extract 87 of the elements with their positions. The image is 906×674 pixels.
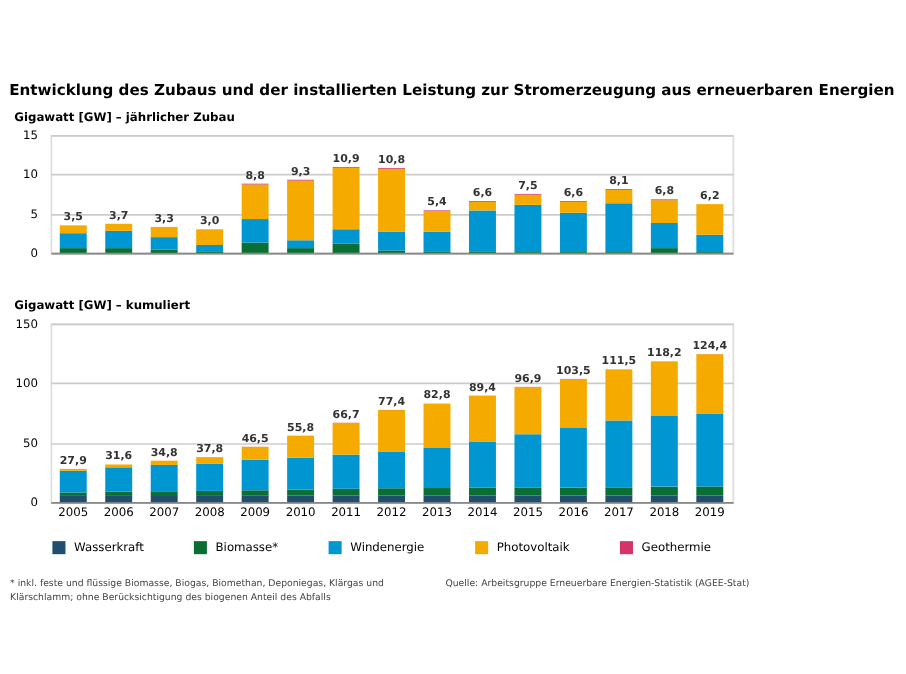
bar <box>196 490 224 496</box>
bar <box>105 495 133 503</box>
bar <box>150 464 178 492</box>
bar <box>559 495 587 503</box>
bar <box>241 490 269 496</box>
bar <box>605 420 633 488</box>
bar <box>332 167 360 230</box>
bar <box>650 361 678 417</box>
bar <box>696 354 724 414</box>
bar <box>469 395 496 442</box>
bar <box>423 488 451 496</box>
bar <box>605 369 633 421</box>
bar <box>469 441 496 488</box>
bar <box>287 457 315 490</box>
bar <box>559 379 587 429</box>
bar <box>650 200 678 223</box>
bar <box>469 495 496 503</box>
bar <box>241 459 269 491</box>
bar <box>514 495 542 503</box>
bar <box>105 230 133 249</box>
bar <box>150 237 178 250</box>
bar <box>650 222 678 249</box>
bar <box>59 233 87 249</box>
bar <box>332 229 360 244</box>
bar <box>241 495 269 503</box>
bar <box>514 487 542 496</box>
bar <box>559 201 587 213</box>
bar <box>696 486 724 496</box>
bar <box>423 211 451 232</box>
bar <box>559 428 587 488</box>
bar <box>423 231 451 252</box>
bar <box>559 212 587 253</box>
bar <box>605 203 633 253</box>
bar <box>469 487 496 496</box>
bar <box>287 435 315 458</box>
bar <box>696 413 724 487</box>
bar <box>59 470 87 493</box>
bar <box>696 204 724 235</box>
bar <box>423 403 451 448</box>
bar <box>332 454 360 489</box>
bar <box>150 496 178 503</box>
bar <box>650 416 678 487</box>
bar <box>196 244 224 252</box>
bar <box>150 491 178 497</box>
bar <box>59 495 87 503</box>
bar <box>378 410 406 452</box>
bar <box>332 243 360 253</box>
bar <box>378 168 406 232</box>
bar <box>605 487 633 496</box>
chart-title: Entwicklung des Zubaus und der installierten Leistung zur Stromerzeugung aus erneuerbaren Energien <box>9 81 895 100</box>
bar <box>150 226 178 238</box>
bar <box>105 223 133 231</box>
bar <box>514 194 542 205</box>
bar <box>696 234 724 253</box>
bar <box>514 386 542 435</box>
bar <box>469 201 496 211</box>
bar <box>469 210 496 252</box>
bar <box>332 422 360 455</box>
bar <box>423 495 451 503</box>
bar <box>241 219 269 243</box>
bar <box>696 495 724 503</box>
bar <box>332 488 360 496</box>
bar <box>59 225 87 234</box>
bar <box>196 457 224 464</box>
bar <box>287 240 315 249</box>
bar <box>605 189 633 204</box>
bar <box>241 242 269 253</box>
bar <box>241 446 269 460</box>
bar <box>105 467 133 492</box>
bar <box>287 180 315 241</box>
bar <box>378 488 406 496</box>
bar <box>605 495 633 503</box>
bar <box>514 204 542 253</box>
bar <box>196 229 224 245</box>
bar <box>241 184 269 220</box>
bar <box>514 434 542 488</box>
bar <box>287 489 315 496</box>
bar <box>196 463 224 491</box>
bar <box>332 495 360 503</box>
bar <box>378 495 406 503</box>
bar <box>287 495 315 503</box>
bar <box>196 495 224 503</box>
bar <box>423 447 451 489</box>
bar <box>650 495 678 503</box>
bar <box>378 231 406 251</box>
bar <box>378 451 406 489</box>
bar <box>650 486 678 496</box>
